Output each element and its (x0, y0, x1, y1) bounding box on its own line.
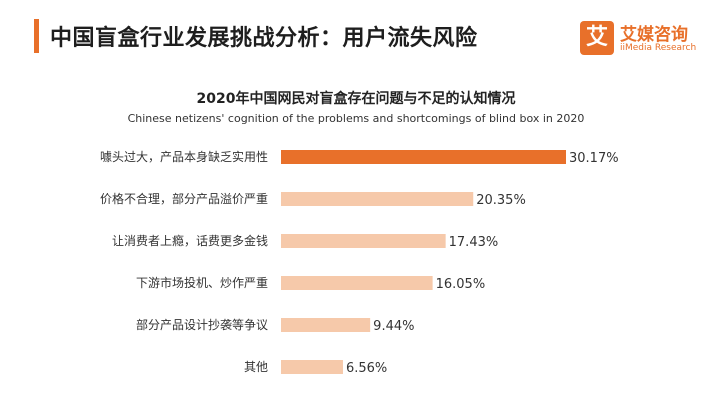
brand-logo-icon: 艾 (580, 21, 614, 55)
category-label: 价格不合理，部分产品溢价严重 (100, 191, 268, 206)
category-label: 其他 (244, 360, 268, 374)
value-label: 17.43% (449, 235, 499, 250)
page-header: 中国盲盒行业发展挑战分析：用户流失风险 艾 艾媒咨询 iiMedia Resea… (0, 0, 712, 70)
bar (281, 360, 343, 374)
chart-subtitle: Chinese netizens' cognition of the probl… (127, 112, 585, 125)
brand-name: 艾媒咨询 (620, 25, 688, 45)
brand-logo: 艾 艾媒咨询 iiMedia Research (580, 19, 710, 59)
brand-subtitle: iiMedia Research (620, 43, 697, 53)
bar (281, 318, 371, 332)
category-label: 噱头过大，产品本身缺乏实用性 (100, 149, 268, 164)
value-label: 6.56% (346, 361, 387, 376)
category-label: 部分产品设计抄袭等争议 (136, 317, 268, 332)
bar-chart: 噱头过大，产品本身缺乏实用性 30.17% 价格不合理，部分产品溢价严重 20.35%… (100, 149, 619, 376)
page-title: 中国盲盒行业发展挑战分析：用户流失风险 (50, 26, 478, 51)
chart-title: 2020年中国网民对盲盒存在问题与不足的认知情况 (196, 91, 516, 107)
value-label: 20.35% (476, 193, 526, 208)
bar (281, 276, 433, 290)
bar (281, 192, 474, 206)
title-accent-bar (34, 19, 39, 53)
value-label: 16.05% (436, 277, 486, 292)
bar (281, 150, 566, 164)
value-label: 9.44% (373, 319, 414, 334)
category-label: 让消费者上瘾，话费更多金钱 (112, 233, 268, 248)
category-label: 下游市场投机、炒作严重 (136, 275, 268, 290)
value-label: 30.17% (569, 151, 619, 166)
bar (281, 234, 446, 248)
